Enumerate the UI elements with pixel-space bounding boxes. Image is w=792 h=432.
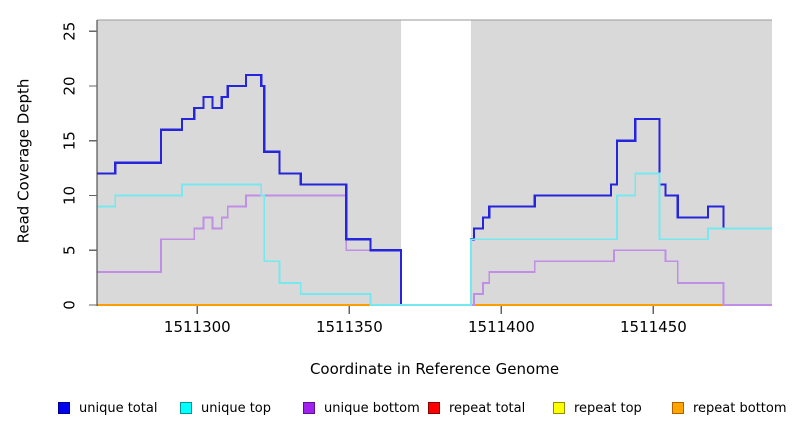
- legend-item-unique-top: unique top: [180, 398, 271, 418]
- x-axis-title: Coordinate in Reference Genome: [309, 360, 560, 378]
- legend-label: repeat bottom: [693, 400, 787, 416]
- legend: unique total unique top unique bottom repea…: [0, 398, 792, 422]
- legend-label: unique bottom: [324, 400, 420, 416]
- legend-swatch-unique-bottom: [303, 402, 315, 414]
- y-tick-label: 5: [61, 245, 79, 255]
- legend-swatch-repeat-bottom: [672, 402, 684, 414]
- series-unique-total: [97, 74, 772, 307]
- gap-region: [401, 20, 471, 305]
- y-axis-title: Read Coverage Depth: [14, 78, 33, 244]
- x-tick-label: 1511300: [164, 318, 231, 336]
- legend-label: repeat top: [574, 400, 642, 416]
- x-tick-label: 1511450: [620, 318, 687, 336]
- y-tick-label: 0: [61, 300, 79, 310]
- legend-item-repeat-total: repeat total: [428, 398, 525, 418]
- legend-swatch-unique-total: [58, 402, 70, 414]
- y-tick-label: 20: [61, 76, 79, 95]
- legend-swatch-repeat-top: [553, 402, 565, 414]
- legend-item-repeat-top: repeat top: [553, 398, 642, 418]
- y-tick-label: 25: [61, 22, 79, 41]
- legend-swatch-repeat-total: [428, 402, 440, 414]
- x-tick-label: 1511350: [316, 318, 383, 336]
- legend-item-unique-bottom: unique bottom: [303, 398, 420, 418]
- legend-label: repeat total: [449, 400, 526, 416]
- legend-item-repeat-bottom: repeat bottom: [672, 398, 787, 418]
- legend-swatch-unique-top: [180, 402, 192, 414]
- x-tick-label: 1511400: [468, 318, 535, 336]
- y-tick-label: 15: [61, 131, 79, 150]
- legend-label: unique top: [201, 400, 272, 416]
- legend-label: unique total: [79, 400, 158, 416]
- series-unique-top: [97, 172, 772, 306]
- y-tick-label: 10: [61, 186, 79, 205]
- legend-item-unique-total: unique total: [58, 398, 157, 418]
